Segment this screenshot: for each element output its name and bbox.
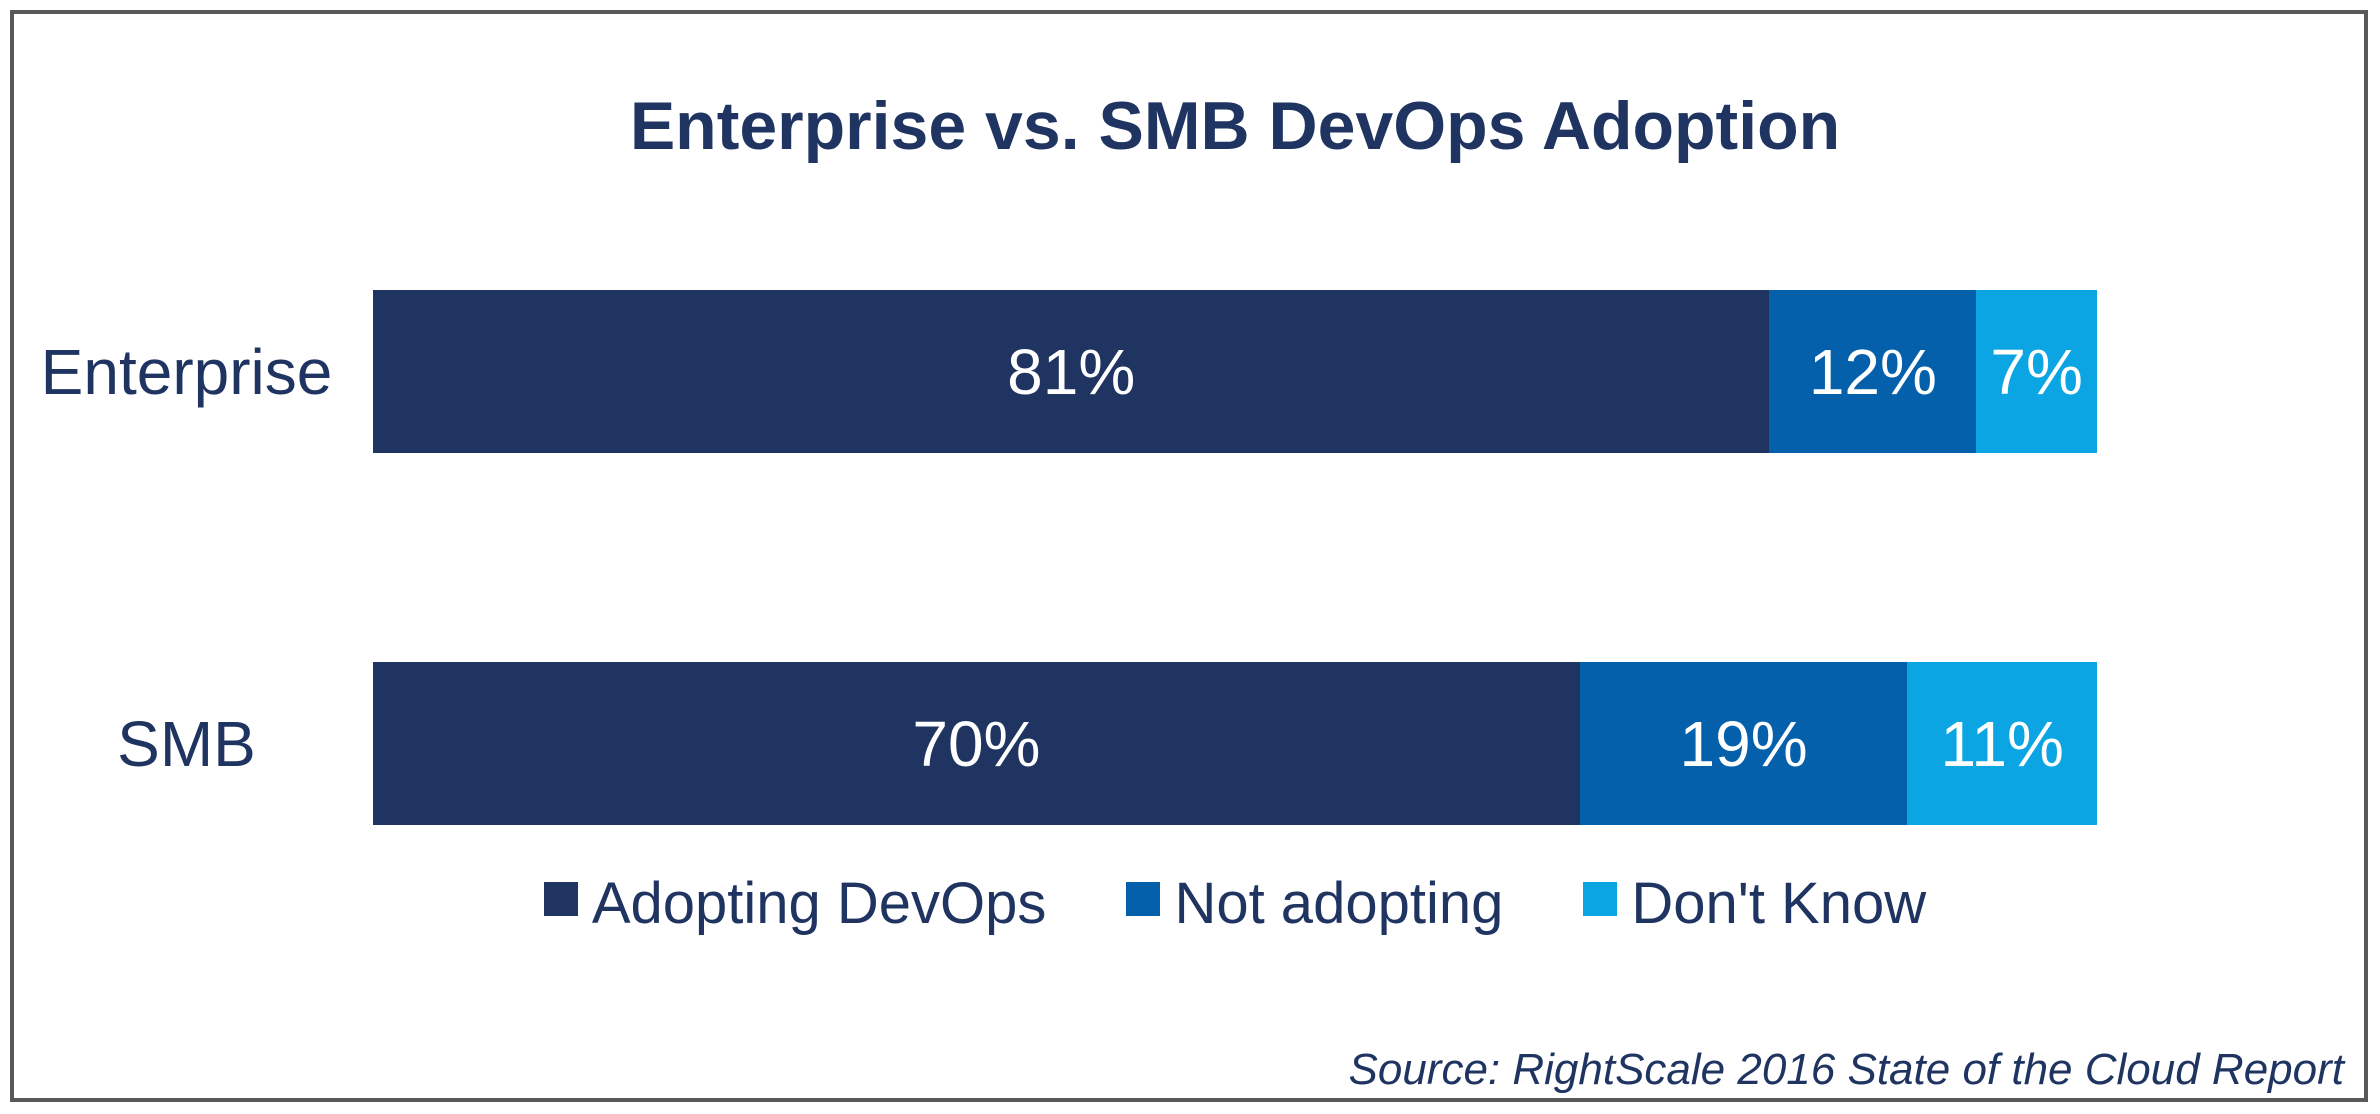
bar-segment: 81% xyxy=(373,290,1770,453)
segment-value-label: 81% xyxy=(1007,335,1136,408)
legend-item-label: Adopting DevOps xyxy=(591,871,1047,936)
legend-item: Don't Know xyxy=(1583,872,1926,936)
stacked-bar: 70% 19% 11% xyxy=(373,662,2097,825)
bar-row-smb: SMB 70% 19% 11% xyxy=(0,662,2380,825)
legend-item-label: Don't Know xyxy=(1631,871,1927,936)
legend-swatch xyxy=(1583,881,1618,916)
category-label: Enterprise xyxy=(40,335,333,408)
segment-value-label: 7% xyxy=(1990,335,2083,408)
segment-value-label: 70% xyxy=(912,707,1041,780)
bar-segment: 12% xyxy=(1769,290,1977,453)
segment-value-label: 19% xyxy=(1679,707,1808,780)
legend: Adopting DevOps Not adopting Don't Know xyxy=(373,872,2097,936)
bar-segment: 70% xyxy=(373,662,1580,825)
bar-segment: 19% xyxy=(1579,662,1908,825)
segment-value-label: 11% xyxy=(1940,707,2064,780)
legend-item-label: Not adopting xyxy=(1174,871,1504,936)
stacked-bar: 81% 12% 7% xyxy=(373,290,2097,453)
bar-row-enterprise: Enterprise 81% 12% 7% xyxy=(0,290,2380,453)
segment-value-label: 12% xyxy=(1808,335,1937,408)
legend-swatch xyxy=(1126,881,1161,916)
bar-segment: 11% xyxy=(1907,662,2097,825)
category-label: SMB xyxy=(117,707,256,780)
legend-item: Adopting DevOps xyxy=(543,871,1047,936)
legend-item: Not adopting xyxy=(1126,872,1503,936)
chart-title: Enterprise vs. SMB DevOps Adoption xyxy=(629,88,1841,164)
legend-swatch xyxy=(543,881,578,916)
bar-segment: 7% xyxy=(1976,290,2097,453)
source-attribution: Source: RightScale 2016 State of the Clo… xyxy=(1348,1044,2345,1094)
bar-rows: Enterprise 81% 12% 7% SMB 70% 19% 11% xyxy=(0,290,2380,825)
